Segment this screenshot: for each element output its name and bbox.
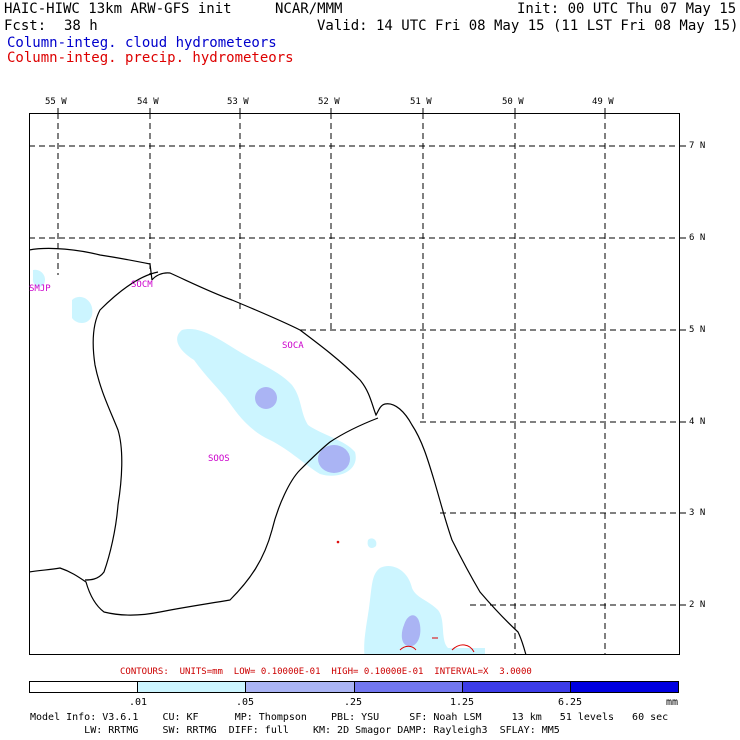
cloud-shading-light [32, 269, 485, 655]
forecast-label: Fcst: [4, 18, 47, 34]
station-label: SOOS [208, 454, 230, 464]
color-bin [30, 682, 139, 692]
model-title: HAIC-HIWC 13km ARW-GFS init [4, 1, 232, 17]
init-time: Init: 00 UTC Thu 07 May 15 [517, 1, 737, 17]
lat-label: 5 N [689, 325, 706, 335]
colorbar-label: .05 [236, 697, 255, 708]
org-label: NCAR/MMM [275, 1, 343, 17]
field-cloud-label: Column-integ. cloud hydrometeors [7, 35, 277, 51]
lat-label: 4 N [689, 417, 706, 427]
lon-label: 53 W [227, 97, 249, 107]
lat-label: 3 N [689, 508, 706, 518]
colorbar-label: .01 [129, 697, 148, 708]
contour-info: CONTOURS: UNITS=mm LOW= 0.10000E-01 HIGH… [120, 667, 532, 677]
lat-label: 7 N [689, 141, 706, 151]
cloud-shading-medium [255, 387, 421, 647]
lon-label: 52 W [318, 97, 340, 107]
valid-time: Valid: 14 UTC Fri 08 May 15 (11 LST Fri … [317, 18, 739, 34]
lon-label: 51 W [410, 97, 432, 107]
lon-label: 55 W [45, 97, 67, 107]
station-label: SOCM [131, 280, 153, 290]
color-scale-bar [29, 681, 679, 693]
color-bin [462, 682, 571, 692]
lat-label: 2 N [689, 600, 706, 610]
station-label: SMJP [29, 284, 51, 294]
model-info-line1: Model Info: V3.6.1 CU: KF MP: Thompson P… [30, 712, 669, 723]
colorbar-label: 1.25 [450, 697, 475, 708]
colorbar-label: .25 [344, 697, 363, 708]
lat-lon-grid [29, 113, 680, 655]
station-label: SOCA [282, 341, 304, 351]
coastlines [29, 247, 527, 655]
lon-label: 49 W [592, 97, 614, 107]
lon-label: 50 W [502, 97, 524, 107]
field-precip-label: Column-integ. precip. hydrometeors [7, 50, 294, 66]
precip-contours [336, 540, 475, 653]
colorbar-label: 6.25 [558, 697, 583, 708]
color-bin [354, 682, 463, 692]
color-bin [138, 682, 247, 692]
color-bin [246, 682, 355, 692]
color-bin [570, 682, 679, 692]
forecast-hour: 38 h [64, 18, 98, 34]
model-info-line2: LW: RRTMG SW: RRTMG DIFF: full KM: 2D Sm… [30, 725, 560, 736]
lon-label: 54 W [137, 97, 159, 107]
lat-label: 6 N [689, 233, 706, 243]
map-frame [29, 113, 680, 655]
colorbar-unit: mm [666, 697, 679, 708]
